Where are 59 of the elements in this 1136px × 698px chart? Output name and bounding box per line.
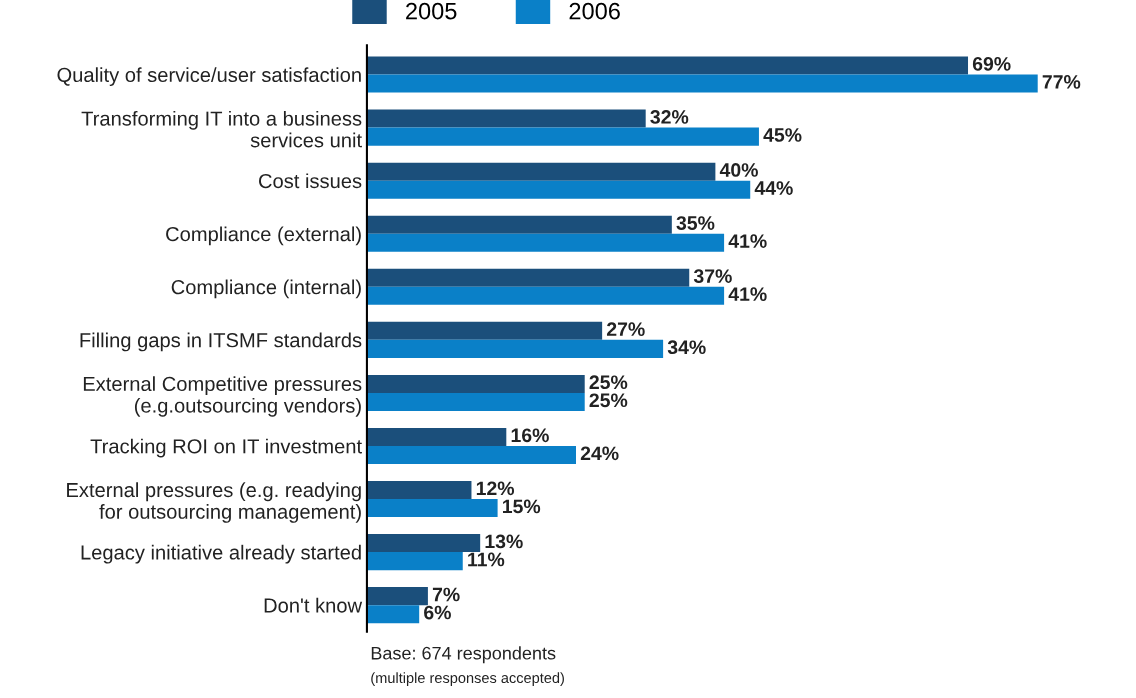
bar: [366, 339, 664, 358]
data-label: 69%: [972, 56, 1011, 71]
legend-label: 2006: [569, 2, 620, 20]
y-tick-label: External Competitive pressures (e.g.outsourcing vendors): [83, 376, 362, 417]
data-label: 77%: [1042, 75, 1081, 89]
data-label: 16%: [511, 428, 549, 443]
data-label: 25%: [589, 375, 628, 390]
legend-label: 2005: [406, 2, 457, 20]
y-tick-label: External pressures (e.g. readying for outsourcing management): [67, 482, 361, 523]
bar: [366, 445, 576, 465]
data-label: 40%: [719, 163, 758, 177]
data-label: 45%: [763, 128, 802, 142]
data-label: 32%: [650, 110, 689, 124]
bar: [366, 374, 585, 393]
bar: [366, 587, 428, 606]
data-label: 25%: [589, 393, 628, 408]
data-label: 24%: [580, 446, 619, 461]
data-label: 15%: [502, 499, 541, 514]
data-label: 35%: [676, 216, 715, 230]
bar: [366, 481, 472, 500]
data-label: 34%: [667, 340, 706, 355]
bar: [366, 321, 603, 340]
data-label: 6%: [424, 605, 451, 620]
bar: [366, 109, 646, 128]
bar: [366, 180, 751, 199]
bar: [366, 268, 690, 287]
y-tick-label: Don't know: [264, 597, 363, 613]
text: (multiple responses accepted): [371, 672, 564, 686]
data-label: 12%: [476, 481, 515, 496]
text: Base: 674 respondents: [371, 646, 556, 664]
bar: [366, 392, 585, 411]
bar: [366, 552, 463, 571]
data-label: 41%: [728, 234, 767, 248]
data-label: 27%: [606, 322, 645, 337]
bar: [366, 427, 507, 446]
y-tick-label: Cost issues: [259, 173, 362, 189]
bar: [366, 162, 716, 181]
bar: [366, 56, 969, 75]
y-tick-label: Legacy initiative already started: [81, 544, 361, 564]
y-tick-label: Compliance (internal): [171, 279, 361, 299]
data-label: 13%: [485, 534, 523, 549]
bar: [366, 605, 420, 624]
y-tick-label: Transforming IT into a business services unit: [81, 110, 362, 148]
data-label: 41%: [728, 287, 767, 301]
bar: [366, 74, 1038, 93]
bar: [366, 534, 481, 553]
y-tick-label: Filling gaps in ITSMF standards: [80, 332, 362, 352]
bar: [366, 499, 498, 518]
bar: [366, 233, 725, 252]
bar: [366, 215, 672, 234]
data-label: 44%: [754, 181, 793, 195]
data-label: 11%: [468, 552, 505, 567]
y-tick-label: Compliance (external): [166, 226, 361, 246]
y-tick-label: Quality of service/user satisfaction: [57, 67, 361, 87]
data-label: 37%: [693, 269, 732, 284]
data-label: 7%: [432, 587, 460, 602]
bar: [366, 127, 759, 146]
y-tick-label: Tracking ROI on IT investment: [90, 438, 362, 458]
bar: [366, 286, 725, 305]
